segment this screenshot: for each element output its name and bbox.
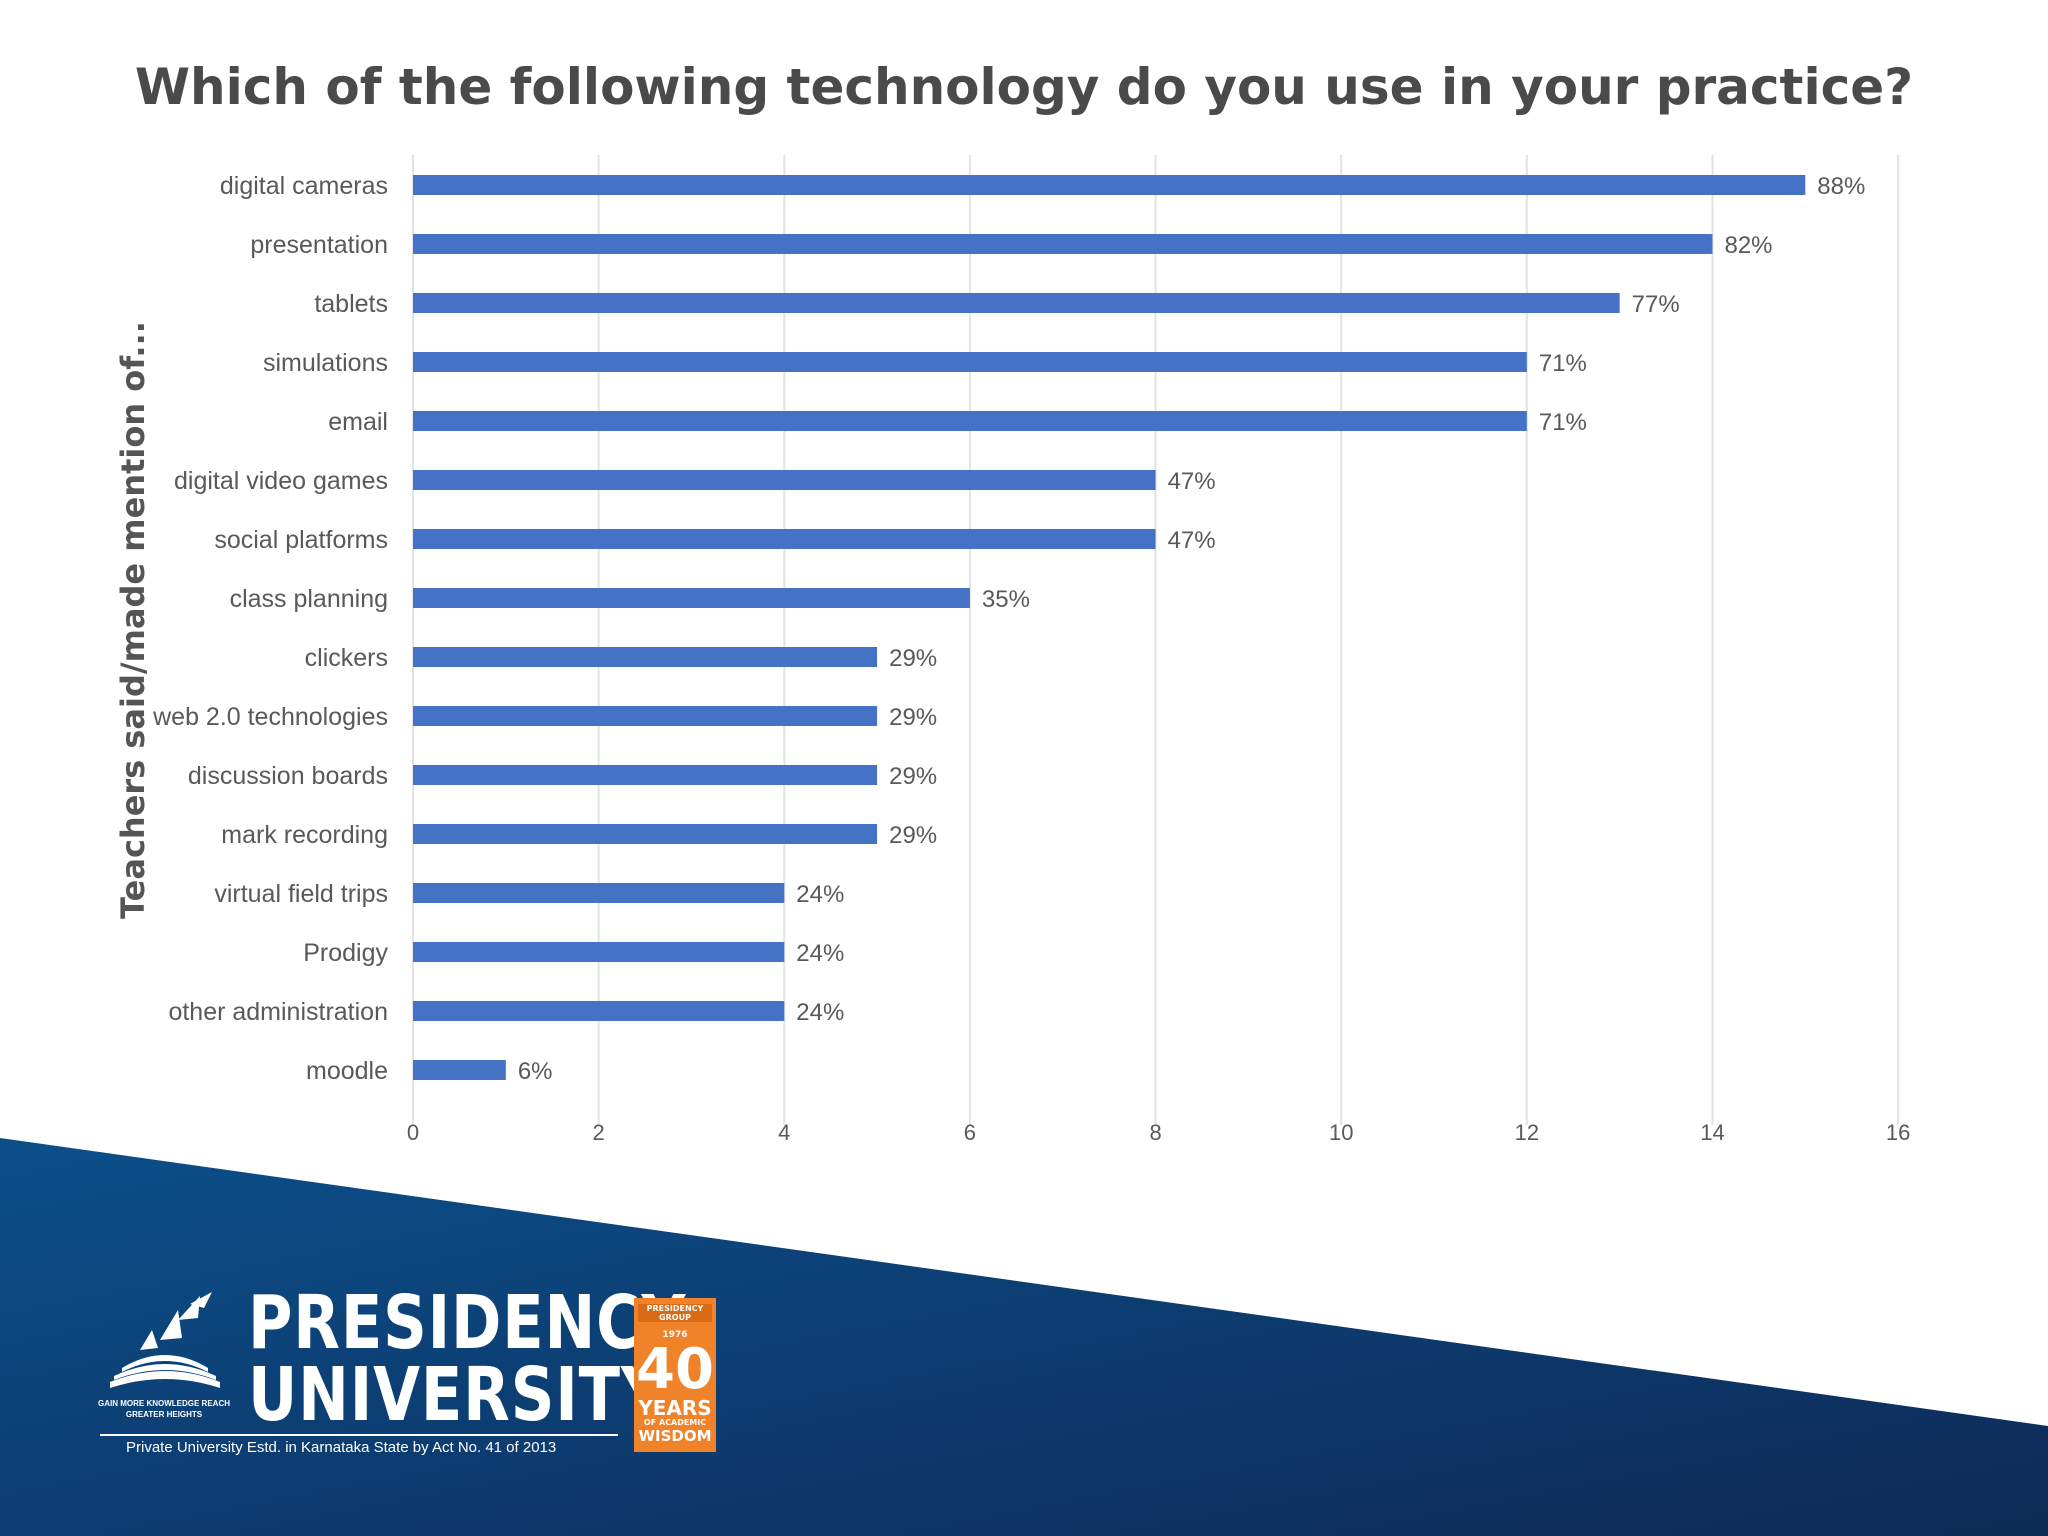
x-tick-label: 12 [1515,1120,1539,1140]
data-label: 24% [796,881,844,908]
badge-wisdom: WISDOM [638,1427,712,1445]
data-label: 29% [889,645,937,672]
badge-year: 1976 [662,1330,688,1340]
data-label: 77% [1632,291,1680,318]
x-tick-label: 8 [1149,1120,1161,1140]
bar [413,1001,785,1021]
bar [413,883,785,903]
data-label: 88% [1817,173,1865,200]
bar [413,647,878,667]
x-tick-label: 10 [1329,1120,1353,1140]
anniversary-badge: PRESIDENCY GROUP 1976 40 YEARS OF ACADEM… [634,1298,716,1452]
footer-blue-shape [0,1138,2048,1536]
bar-chart: 0 2 4 6 8 10 12 14 16 digital cameras 88% presentat… [152,155,1910,1140]
category-label: tablets [314,290,388,318]
data-label: 47% [1168,527,1216,554]
category-label: digital video games [174,467,388,495]
bar [413,411,1527,431]
category-label: presentation [250,231,388,259]
category-label: Prodigy [303,939,388,967]
data-label: 82% [1724,232,1772,259]
bar [413,942,785,962]
category-label: class planning [230,585,388,613]
brand-name-line1: PRESIDENCY [248,1280,687,1366]
data-label: 6% [518,1058,553,1085]
category-label: virtual field trips [214,880,388,908]
data-label: 29% [889,822,937,849]
data-label: 71% [1539,409,1587,436]
badge-number: 40 [636,1337,714,1402]
category-label: discussion boards [188,762,388,790]
x-tick-label: 4 [778,1120,790,1140]
data-label: 29% [889,704,937,731]
badge-small-text: OF ACADEMIC [643,1418,707,1427]
category-label: social platforms [214,526,388,554]
bar [413,470,1156,490]
data-label: 47% [1168,468,1216,495]
category-label: digital cameras [220,172,388,200]
category-label: simulations [263,349,388,377]
chart-title: Which of the following technology do you… [134,58,1914,116]
bar [413,234,1713,254]
bar [413,824,878,844]
badge-group-label: PRESIDENCY GROUP [638,1304,712,1322]
bar [413,529,1156,549]
brand-subtitle: Private University Estd. in Karnataka St… [126,1439,557,1456]
badge-years: YEARS [638,1396,712,1420]
category-label: clickers [305,644,388,672]
bar [413,293,1620,313]
x-tick-label: 2 [593,1120,605,1140]
data-label: 71% [1539,350,1587,377]
bar [413,588,970,608]
x-tick-label: 14 [1700,1120,1724,1140]
category-label: moodle [306,1057,388,1085]
category-label: mark recording [221,821,388,849]
book-bird-logo-icon [110,1292,220,1388]
data-label: 29% [889,763,937,790]
bar [413,706,878,726]
data-label: 35% [982,586,1030,613]
category-label: other administration [168,998,388,1026]
category-label: web 2.0 technologies [152,703,388,731]
bar [413,765,878,785]
brand-divider [100,1434,618,1436]
x-tick-label: 6 [964,1120,976,1140]
x-tick-label: 0 [407,1120,419,1140]
x-tick-label: 16 [1886,1120,1910,1140]
category-label: email [328,408,388,436]
brand-name-line2: UNIVERSITY [248,1352,666,1438]
logo-tagline: GAIN MORE KNOWLEDGE REACH GREATER HEIGHT… [98,1399,230,1419]
bar [413,1060,506,1080]
data-label: 24% [796,940,844,967]
bar [413,352,1527,372]
data-label: 24% [796,999,844,1026]
bar [413,175,1806,195]
